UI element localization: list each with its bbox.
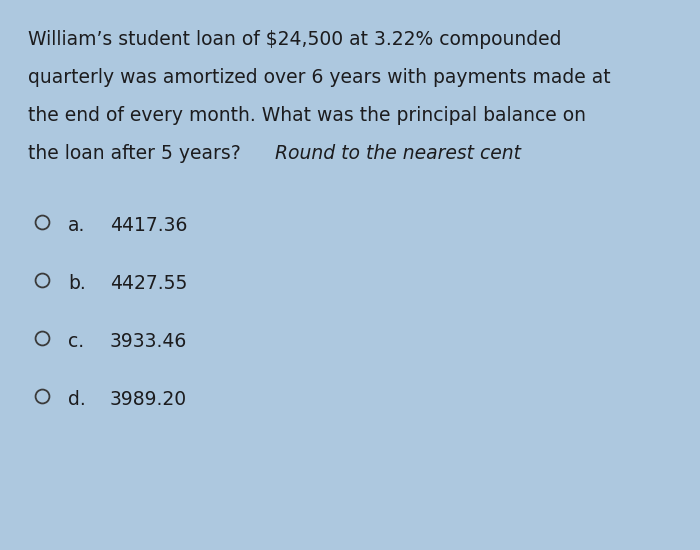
Text: c.: c. — [68, 332, 84, 351]
Text: a.: a. — [68, 216, 85, 235]
Text: d.: d. — [68, 390, 85, 409]
Text: the end of every month. What was the principal balance on: the end of every month. What was the pri… — [28, 106, 586, 125]
Text: Round to the nearest cent: Round to the nearest cent — [274, 144, 521, 163]
Text: William’s student loan of $24,500 at 3.22% compounded: William’s student loan of $24,500 at 3.2… — [28, 30, 561, 49]
Text: 4417.36: 4417.36 — [110, 216, 188, 235]
Text: 3989.20: 3989.20 — [110, 390, 187, 409]
Text: quarterly was amortized over 6 years with payments made at: quarterly was amortized over 6 years wit… — [28, 68, 610, 87]
Text: 4427.55: 4427.55 — [110, 274, 188, 293]
Text: the loan after 5 years?: the loan after 5 years? — [28, 144, 246, 163]
Text: 3933.46: 3933.46 — [110, 332, 188, 351]
Text: b.: b. — [68, 274, 85, 293]
